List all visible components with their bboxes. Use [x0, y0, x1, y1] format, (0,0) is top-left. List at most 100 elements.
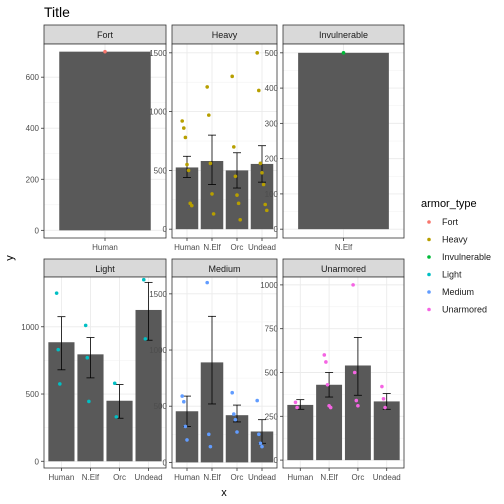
data-point	[293, 400, 298, 405]
panel-border	[43, 276, 167, 469]
x-tick-label: Undead	[248, 473, 276, 482]
y-tick-label: 0	[163, 225, 168, 234]
data-point	[85, 355, 90, 360]
y-tick-label: 1000	[260, 281, 278, 290]
data-point	[260, 444, 264, 449]
legend-item-unarmored: Unarmored	[427, 305, 487, 315]
y-tick-label: 0	[274, 456, 279, 465]
facet-strip-label: Light	[95, 264, 115, 274]
legend-label: Light	[442, 270, 462, 280]
data-point	[211, 212, 216, 216]
data-point	[325, 382, 330, 387]
facet-strip-label: Fort	[97, 30, 114, 40]
facet-panels: Fort0200400600HumanHeavy050010001500Huma…	[21, 24, 405, 482]
data-point	[255, 51, 259, 55]
data-point	[143, 337, 148, 341]
data-point	[238, 217, 242, 222]
x-tick-label: Orc	[351, 473, 364, 482]
bar	[225, 170, 249, 230]
x-tick-label: Orc	[231, 473, 244, 482]
data-point	[380, 384, 384, 389]
data-point	[114, 415, 119, 419]
data-point	[322, 353, 327, 357]
x-axis-title: x	[221, 487, 227, 499]
legend-item-light: Light	[427, 270, 462, 280]
data-point	[141, 277, 146, 282]
x-tick-label: Undead	[135, 473, 163, 482]
data-point	[183, 424, 188, 429]
y-tick-label: 300	[265, 119, 279, 128]
facet-strip-label: Heavy	[212, 30, 238, 40]
x-tick-label: N.Elf	[320, 473, 338, 482]
data-point	[208, 444, 213, 449]
x-tick-label: N.Elf	[335, 243, 353, 252]
legend-item-fort: Fort	[427, 217, 459, 227]
bar	[59, 51, 151, 231]
data-point	[324, 360, 328, 364]
bar	[175, 411, 199, 463]
legend-item-invulnerable: Invulnerable	[427, 252, 491, 262]
data-point	[207, 113, 211, 117]
y-tick-label: 500	[154, 166, 168, 175]
facet-unarmored: Unarmored 0 250 500 750 1000 Human N.Elf Orc Unde…	[260, 258, 405, 482]
legend-key-point	[427, 220, 431, 224]
bar	[250, 163, 274, 230]
y-tick-label: 250	[265, 412, 279, 421]
y-tick-label: 200	[26, 175, 40, 184]
data-point	[341, 51, 346, 55]
data-point	[232, 412, 236, 416]
data-point	[87, 399, 91, 404]
legend-key-point	[427, 272, 431, 277]
data-point	[190, 203, 194, 208]
facet-strip-label: Invulnerable	[319, 30, 368, 40]
legend-key-point	[427, 307, 431, 312]
data-point	[183, 135, 188, 140]
legend-label: Unarmored	[442, 305, 487, 315]
legend-label: Fort	[442, 217, 459, 227]
data-point	[232, 145, 236, 149]
bar	[200, 362, 224, 463]
x-tick-label: Undead	[373, 473, 401, 482]
data-point	[235, 193, 239, 197]
y-tick-label: 1500	[149, 49, 167, 58]
data-point	[295, 405, 299, 410]
x-tick-label: Human	[174, 243, 200, 252]
data-point	[56, 347, 61, 352]
legend-label: Invulnerable	[442, 252, 491, 262]
data-point	[354, 398, 359, 403]
y-tick-label: 200	[265, 155, 279, 164]
data-point	[112, 381, 117, 386]
y-tick-label: 0	[274, 225, 279, 234]
data-point	[352, 370, 357, 375]
facet-light: Light 0 500 1000 Human N.Elf Orc Undead	[21, 258, 167, 482]
facet-strip-label: Unarmored	[321, 264, 366, 274]
legend-label: Medium	[442, 287, 474, 297]
data-point	[207, 432, 211, 437]
data-point	[182, 126, 186, 130]
data-point	[260, 170, 264, 175]
data-point	[383, 405, 387, 410]
data-point	[182, 399, 186, 404]
y-tick-label: 750	[265, 325, 279, 334]
y-tick-label: 0	[35, 457, 40, 466]
x-tick-label: Human	[49, 473, 75, 482]
x-tick-label: N.Elf	[82, 473, 100, 482]
y-tick-label: 1500	[149, 290, 167, 299]
panel-border	[282, 276, 405, 469]
data-point	[185, 438, 189, 442]
bar	[373, 401, 400, 461]
data-point	[233, 417, 238, 422]
data-point	[236, 201, 241, 206]
data-point	[233, 174, 238, 179]
panel-border	[43, 43, 167, 239]
bar	[287, 404, 314, 461]
x-tick-label: Orc	[113, 473, 126, 482]
data-point	[186, 168, 191, 173]
panel-border	[282, 43, 405, 239]
x-tick-label: Human	[174, 473, 200, 482]
data-point	[210, 192, 214, 196]
data-point	[261, 182, 266, 187]
x-tick-label: N.Elf	[203, 243, 221, 252]
